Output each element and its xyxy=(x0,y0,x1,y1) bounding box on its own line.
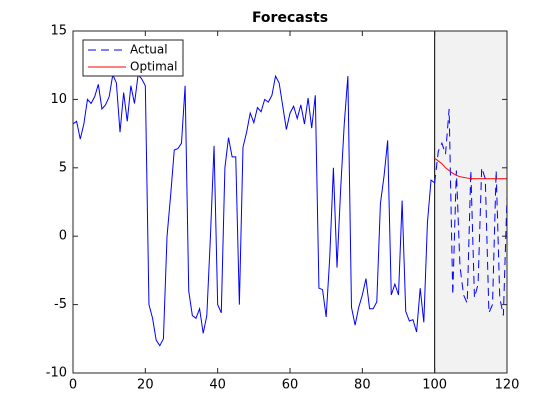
line-series xyxy=(72,73,435,347)
x-tick-label: 60 xyxy=(282,378,299,393)
x-tick-label: 120 xyxy=(495,378,520,393)
y-tick-label: 15 xyxy=(50,24,67,39)
shaded-region xyxy=(434,30,508,374)
legend-box xyxy=(82,39,184,77)
y-tick-label: 5 xyxy=(59,160,67,175)
x-tick-label: 80 xyxy=(354,378,371,393)
x-tick-label: 0 xyxy=(69,378,77,393)
x-tick-label: 100 xyxy=(422,378,447,393)
x-tick-label: 20 xyxy=(137,378,154,393)
y-tick-label: 10 xyxy=(50,92,67,107)
y-tick-label: -5 xyxy=(54,297,67,312)
x-tick-label: 40 xyxy=(209,378,226,393)
line-series xyxy=(434,157,507,180)
legend-label: Actual xyxy=(130,43,168,57)
line-series xyxy=(434,108,508,316)
chart-title: Forecasts xyxy=(252,10,328,26)
y-tick-label: -10 xyxy=(46,366,67,381)
axes-box xyxy=(72,30,508,374)
legend-label: Optimal xyxy=(130,60,177,74)
y-tick-label: 0 xyxy=(59,229,67,244)
